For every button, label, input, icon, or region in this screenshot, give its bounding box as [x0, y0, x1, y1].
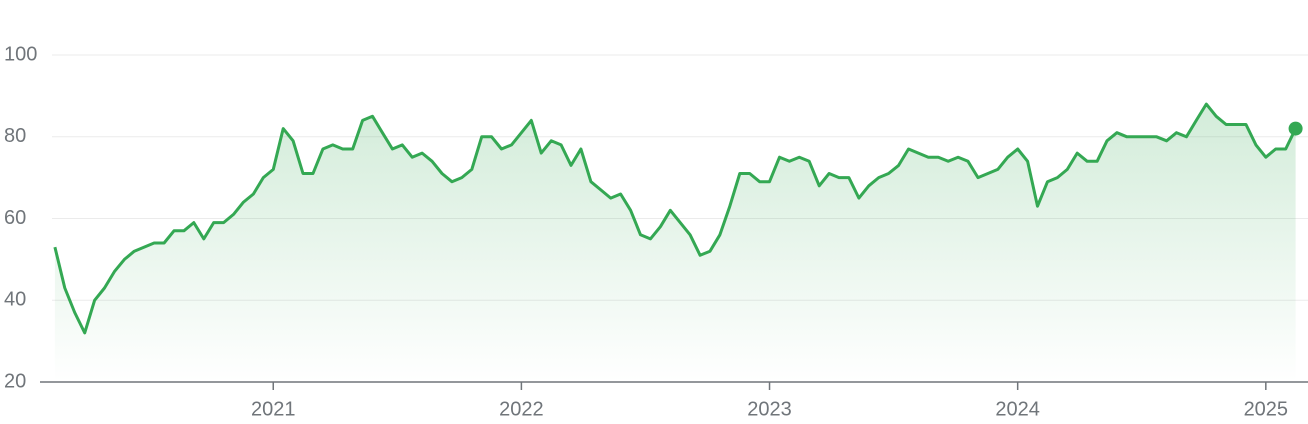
price-line [53, 102, 1297, 335]
area [54, 104, 1296, 382]
x-tick-label: 2024 [995, 398, 1040, 420]
y-tick-label: 20 [4, 370, 26, 392]
x-tick-label: 2021 [251, 398, 296, 420]
x-tick-label: 2022 [499, 398, 544, 420]
y-tick-label: 80 [4, 125, 26, 147]
x-tick-label: 2025 [1244, 398, 1289, 420]
y-tick-label: 100 [4, 43, 37, 65]
last-point [1288, 121, 1303, 136]
y-tick-label: 40 [4, 289, 26, 311]
x-tick-label: 2023 [747, 398, 792, 420]
y-tick-label: 60 [4, 207, 26, 229]
